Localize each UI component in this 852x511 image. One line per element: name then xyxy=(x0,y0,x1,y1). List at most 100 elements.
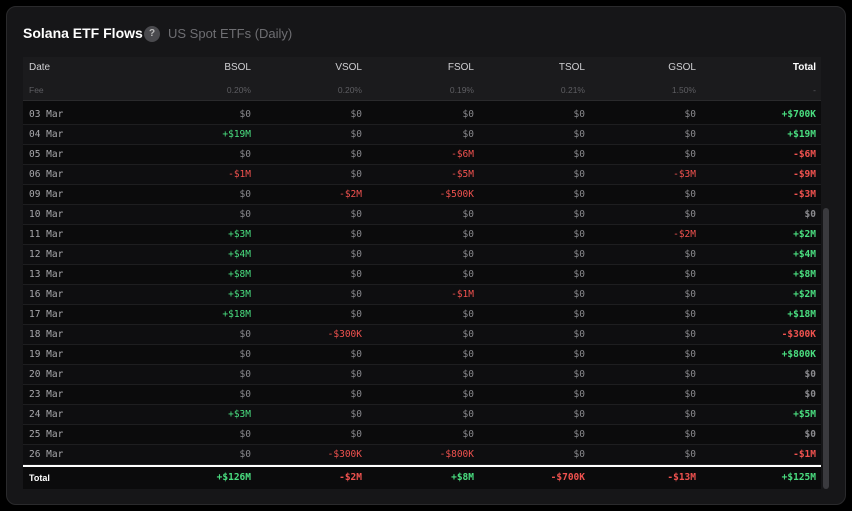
cell: $0 xyxy=(462,409,474,420)
table-row: Fee 0.20% 0.20% 0.19% 0.21% 1.50% - xyxy=(23,79,821,101)
cell: Fee xyxy=(29,85,44,95)
table-row: 24 Mar +$3M $0 $0 $0 $0 +$5M xyxy=(23,405,821,425)
cell: $0 xyxy=(462,349,474,360)
cell: +$8M xyxy=(451,472,474,483)
cell: $0 xyxy=(239,109,251,120)
cell: 0.19% xyxy=(449,85,474,95)
cell: $0 xyxy=(350,349,362,360)
cell: $0 xyxy=(684,329,696,340)
cell: 1.50% xyxy=(671,85,696,95)
cell: $0 xyxy=(573,269,585,280)
cell: $0 xyxy=(350,169,362,180)
cell: $0 xyxy=(573,189,585,200)
cell: $0 xyxy=(573,229,585,240)
cell: +$5M xyxy=(793,409,816,420)
cell: +$19M xyxy=(787,129,816,140)
cell: -$1M xyxy=(228,169,251,180)
cell: 0.21% xyxy=(560,85,585,95)
table: Date BSOL VSOL FSOL TSOL GSOL Total Fee 0.20% 0.2… xyxy=(23,57,821,489)
cell: -$3M xyxy=(673,169,696,180)
cell: $0 xyxy=(350,369,362,380)
cell: 20 Mar xyxy=(29,369,64,380)
cell: -$700K xyxy=(550,472,585,483)
cell: +$8M xyxy=(793,269,816,280)
cell: -$2M xyxy=(339,472,362,483)
cell: $0 xyxy=(350,109,362,120)
table-row: 06 Mar -$1M $0 -$5M $0 -$3M -$9M xyxy=(23,165,821,185)
cell: $0 xyxy=(573,249,585,260)
table-row: 16 Mar +$3M $0 -$1M $0 $0 +$2M xyxy=(23,285,821,305)
cell: -$6M xyxy=(793,149,816,160)
cell: $0 xyxy=(350,269,362,280)
cell: -$800K xyxy=(439,449,474,460)
cell: 18 Mar xyxy=(29,329,64,340)
cell: +$8M xyxy=(228,269,251,280)
cell: 0.20% xyxy=(337,85,362,95)
cell: $0 xyxy=(239,189,251,200)
cell: -$2M xyxy=(673,229,696,240)
cell: -$1M xyxy=(451,289,474,300)
cell: +$2M xyxy=(793,229,816,240)
cell: $0 xyxy=(462,269,474,280)
cell: $0 xyxy=(462,129,474,140)
cell: -$9M xyxy=(793,169,816,180)
cell: 17 Mar xyxy=(29,309,64,320)
cell: -$6M xyxy=(451,149,474,160)
table-row: 20 Mar $0 $0 $0 $0 $0 $0 xyxy=(23,365,821,385)
table-row: 25 Mar $0 $0 $0 $0 $0 $0 xyxy=(23,425,821,445)
cell: $0 xyxy=(239,329,251,340)
cell: 19 Mar xyxy=(29,349,64,360)
cell: +$3M xyxy=(228,409,251,420)
scrollbar[interactable] xyxy=(823,208,829,489)
cell: $0 xyxy=(462,309,474,320)
cell: $0 xyxy=(239,429,251,440)
cell: $0 xyxy=(573,309,585,320)
cell: $0 xyxy=(684,209,696,220)
cell: 11 Mar xyxy=(29,229,64,240)
cell: 10 Mar xyxy=(29,209,64,220)
cell: 03 Mar xyxy=(29,109,64,120)
cell: $0 xyxy=(462,229,474,240)
cell: $0 xyxy=(684,369,696,380)
cell: $0 xyxy=(239,389,251,400)
cell: $0 xyxy=(573,329,585,340)
cell: $0 xyxy=(573,449,585,460)
cell: +$3M xyxy=(228,229,251,240)
cell: $0 xyxy=(573,389,585,400)
cell: +$2M xyxy=(793,289,816,300)
cell: GSOL xyxy=(668,62,696,73)
cell: $0 xyxy=(804,429,816,440)
cell: +$4M xyxy=(793,249,816,260)
cell: -$13M xyxy=(667,472,696,483)
cell: FSOL xyxy=(447,62,474,73)
cell: -$500K xyxy=(439,189,474,200)
cell: 25 Mar xyxy=(29,429,64,440)
cell: $0 xyxy=(350,209,362,220)
cell: +$700K xyxy=(781,109,816,120)
cell: $0 xyxy=(350,289,362,300)
table-row: 23 Mar $0 $0 $0 $0 $0 $0 xyxy=(23,385,821,405)
cell: $0 xyxy=(462,109,474,120)
cell: Total xyxy=(792,62,816,73)
table-row: 09 Mar $0 -$2M -$500K $0 $0 -$3M xyxy=(23,185,821,205)
cell: -$300K xyxy=(327,449,362,460)
table-row: Total +$126M -$2M +$8M -$700K -$13M +$125M xyxy=(23,465,821,489)
cell: $0 xyxy=(573,349,585,360)
cell: 23 Mar xyxy=(29,389,64,400)
cell: +$19M xyxy=(222,129,251,140)
cell: +$125M xyxy=(781,472,816,483)
cell: -$3M xyxy=(793,189,816,200)
cell: $0 xyxy=(462,249,474,260)
cell: $0 xyxy=(573,369,585,380)
table-row: 18 Mar $0 -$300K $0 $0 $0 -$300K xyxy=(23,325,821,345)
cell: $0 xyxy=(462,329,474,340)
cell: TSOL xyxy=(558,62,585,73)
cell: $0 xyxy=(684,249,696,260)
cell: $0 xyxy=(684,269,696,280)
cell: $0 xyxy=(684,149,696,160)
subtitle: US Spot ETFs (Daily) xyxy=(168,26,293,41)
cell: -$5M xyxy=(451,169,474,180)
cell: +$3M xyxy=(228,289,251,300)
help-icon[interactable]: ? xyxy=(144,26,160,42)
